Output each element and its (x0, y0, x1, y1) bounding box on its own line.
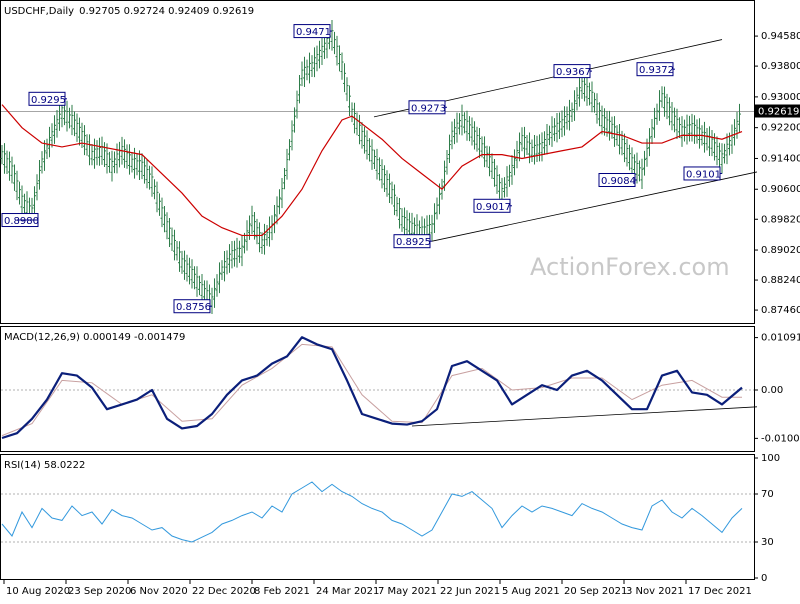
price-annotation-label: 0.8980 (4, 216, 39, 227)
price-annotation-label: 0.9367 (556, 67, 591, 78)
price-annotation-label: 0.9471 (296, 27, 331, 38)
rsi-y-tick-label: 100 (761, 453, 780, 464)
price-annotation-label: 0.9273 (411, 103, 446, 114)
price-annotation-label: 0.9084 (601, 176, 636, 187)
price-annotation-label: 0.9101 (686, 169, 721, 180)
price-annotation-label: 0.9295 (31, 95, 66, 106)
price-y-tick-label: 0.87460 (761, 305, 800, 316)
x-tick-label: 20 Sep 2021 (564, 586, 627, 597)
macd-y-tick-label: 0.00 (761, 385, 783, 396)
price-y-tick-label: 0.89820 (761, 214, 800, 225)
macd-title: MACD(12,26,9) 0.000149 -0.001479 (4, 332, 185, 343)
x-tick-label: 23 Sep 2020 (68, 586, 131, 597)
x-tick-label: 17 Dec 2021 (688, 586, 752, 597)
price-y-tick-label: 0.93000 (761, 92, 800, 103)
price-annotation-label: 0.9372 (639, 65, 674, 76)
macd-panel (1, 327, 755, 452)
price-y-tick-label: 0.91400 (761, 153, 800, 164)
x-tick-label: 6 Nov 2020 (130, 586, 188, 597)
rsi-y-tick-label: 0 (761, 573, 767, 584)
macd-y-tick-label: -0.010075 (761, 433, 800, 444)
current-price-label: 0.92619 (758, 107, 799, 118)
price-y-tick-label: 0.89020 (761, 245, 800, 256)
price-y-tick-label: 0.93800 (761, 61, 800, 72)
macd-y-tick-label: 0.010917 (761, 333, 800, 344)
price-annotation-label: 0.8756 (176, 302, 211, 313)
price-y-tick-label: 0.88240 (761, 275, 800, 286)
x-tick-label: 24 Mar 2021 (316, 586, 379, 597)
x-tick-label: 7 May 2021 (378, 586, 437, 597)
rsi-y-tick-label: 30 (761, 537, 774, 548)
x-tick-label: 22 Dec 2020 (192, 586, 256, 597)
x-tick-label: 10 Aug 2020 (6, 586, 70, 597)
rsi-title: RSI(14) 58.0222 (4, 460, 85, 471)
watermark: ActionForex.com (530, 253, 730, 281)
price-y-axis: 0.94580 0.93800 0.93000 0.92200 0.91400 0.906… (754, 31, 800, 316)
x-tick-label: 22 Jun 2021 (440, 586, 500, 597)
x-tick-label: 3 Nov 2021 (626, 586, 684, 597)
x-tick-label: 5 Aug 2021 (502, 586, 560, 597)
price-annotation-label: 0.9017 (476, 202, 511, 213)
price-y-tick-label: 0.92200 (761, 123, 800, 134)
rsi-panel (1, 455, 755, 580)
price-y-tick-label: 0.94580 (761, 31, 800, 42)
rsi-y-tick-label: 70 (761, 489, 774, 500)
price-annotation-label: 0.8925 (396, 237, 431, 248)
x-tick-label: 8 Feb 2021 (254, 586, 310, 597)
price-y-tick-label: 0.90600 (761, 184, 800, 195)
